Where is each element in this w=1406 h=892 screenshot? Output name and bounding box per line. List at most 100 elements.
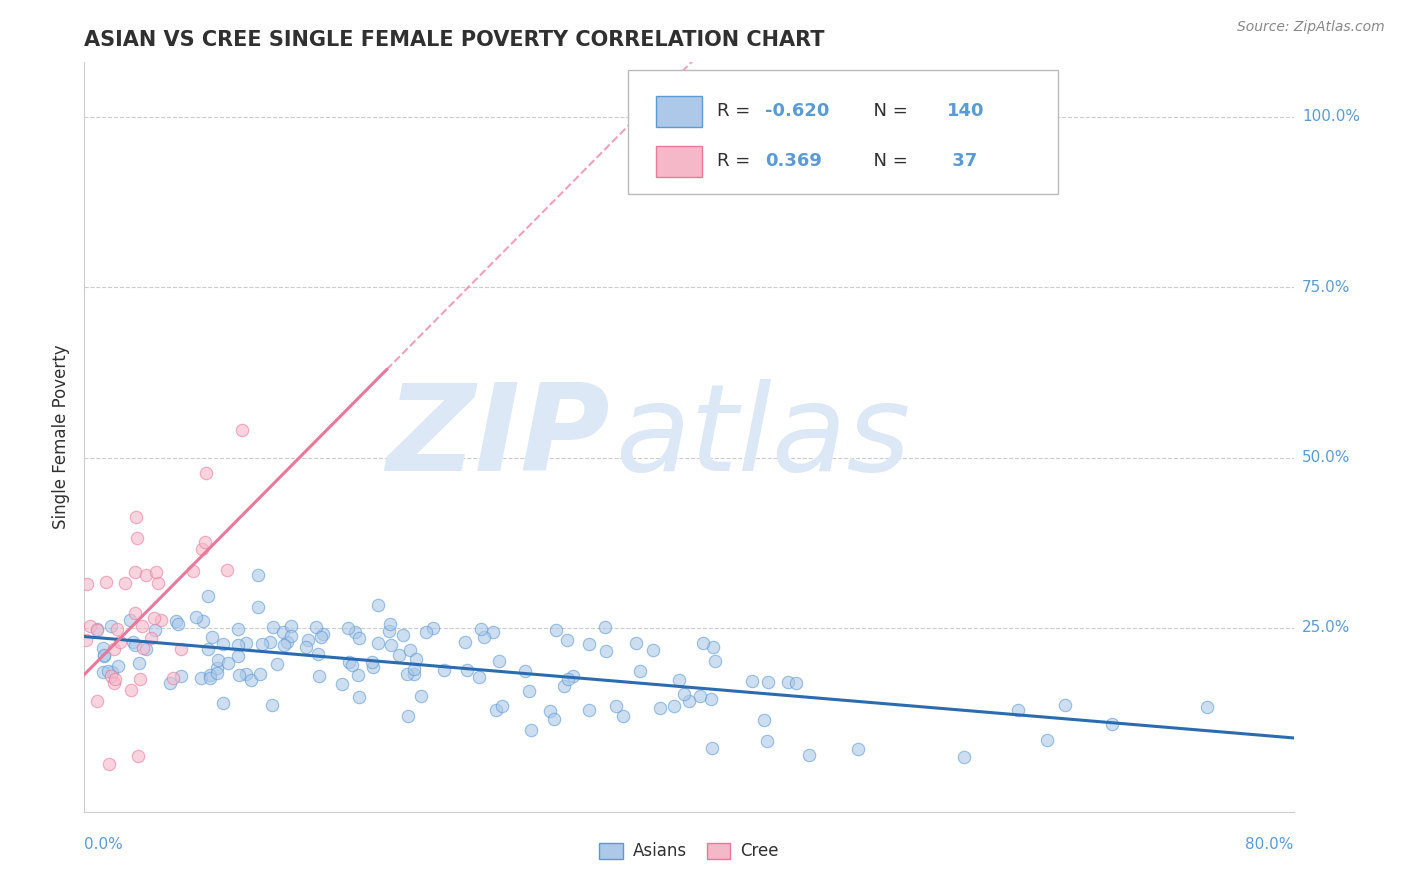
Point xyxy=(756,733,779,747)
Point xyxy=(380,638,402,652)
Legend: Asians, Cree: Asians, Cree xyxy=(592,836,786,867)
Point xyxy=(212,637,235,651)
Point xyxy=(97,757,120,772)
Point xyxy=(405,652,427,666)
Point xyxy=(664,699,686,714)
Point xyxy=(124,606,146,620)
Point xyxy=(297,633,319,648)
Point xyxy=(593,620,616,634)
Point xyxy=(217,656,239,670)
Point xyxy=(472,630,495,644)
Point xyxy=(166,615,188,629)
Point xyxy=(553,680,575,694)
Point xyxy=(226,638,249,652)
Point xyxy=(415,625,437,640)
Point xyxy=(741,673,763,688)
Point xyxy=(363,660,385,674)
Point xyxy=(454,635,477,649)
Text: R =: R = xyxy=(717,102,756,120)
Point xyxy=(124,638,146,652)
Point xyxy=(135,568,157,582)
Point xyxy=(311,630,333,644)
Point xyxy=(391,628,413,642)
Point xyxy=(700,691,723,706)
Point xyxy=(280,619,302,633)
Point xyxy=(273,638,295,652)
Point xyxy=(169,669,191,683)
FancyBboxPatch shape xyxy=(628,70,1057,194)
Point xyxy=(86,622,108,636)
Point xyxy=(347,668,370,682)
Point xyxy=(520,723,543,737)
Point xyxy=(101,665,124,680)
Text: 50.0%: 50.0% xyxy=(1302,450,1350,465)
Point xyxy=(93,648,115,662)
Point xyxy=(797,748,820,763)
Point xyxy=(226,622,249,636)
Point xyxy=(91,665,114,679)
Point xyxy=(131,619,153,633)
Text: 0.369: 0.369 xyxy=(765,152,823,169)
Point xyxy=(470,622,492,636)
Point xyxy=(100,619,122,633)
Text: ZIP: ZIP xyxy=(387,378,610,496)
Point xyxy=(361,656,384,670)
Point xyxy=(262,620,284,634)
Point xyxy=(125,510,148,524)
Point xyxy=(93,648,115,663)
Text: 37: 37 xyxy=(946,152,977,169)
Point xyxy=(139,632,162,646)
Point xyxy=(146,576,169,591)
Point xyxy=(114,576,136,591)
Point xyxy=(1101,717,1123,731)
Text: -0.620: -0.620 xyxy=(765,102,830,120)
Point xyxy=(266,657,288,672)
Point xyxy=(312,626,335,640)
Point xyxy=(467,670,489,684)
Point xyxy=(513,664,536,678)
Text: 75.0%: 75.0% xyxy=(1302,280,1350,294)
Point xyxy=(195,466,218,480)
Point xyxy=(702,640,724,654)
Point xyxy=(624,636,647,650)
FancyBboxPatch shape xyxy=(657,145,702,178)
Point xyxy=(181,564,204,578)
Point xyxy=(1197,699,1219,714)
Point xyxy=(1007,704,1029,718)
Point xyxy=(544,623,567,637)
Point xyxy=(110,634,132,648)
Point xyxy=(145,565,167,579)
Point xyxy=(198,667,221,681)
Point xyxy=(628,664,651,678)
Text: 140: 140 xyxy=(946,102,984,120)
Point xyxy=(271,625,294,640)
Point xyxy=(330,676,353,690)
Point xyxy=(595,644,617,658)
Point xyxy=(197,589,219,603)
Point xyxy=(150,614,173,628)
Point xyxy=(250,637,273,651)
Point xyxy=(280,629,302,643)
Point xyxy=(648,701,671,715)
Point xyxy=(422,621,444,635)
Point xyxy=(432,663,454,677)
Point xyxy=(86,623,108,637)
Point xyxy=(396,709,419,723)
Point xyxy=(846,741,869,756)
Point xyxy=(402,662,425,676)
Point xyxy=(228,668,250,682)
Point xyxy=(132,640,155,655)
Point xyxy=(276,635,298,649)
Point xyxy=(166,617,188,632)
Point xyxy=(207,665,229,680)
Point xyxy=(378,624,401,638)
Point xyxy=(557,672,579,686)
Point xyxy=(198,671,221,685)
Point xyxy=(143,623,166,637)
Point xyxy=(79,619,101,633)
Point xyxy=(128,673,150,687)
Point xyxy=(1054,698,1077,712)
Point xyxy=(235,636,257,650)
FancyBboxPatch shape xyxy=(657,95,702,128)
Point xyxy=(105,622,128,636)
